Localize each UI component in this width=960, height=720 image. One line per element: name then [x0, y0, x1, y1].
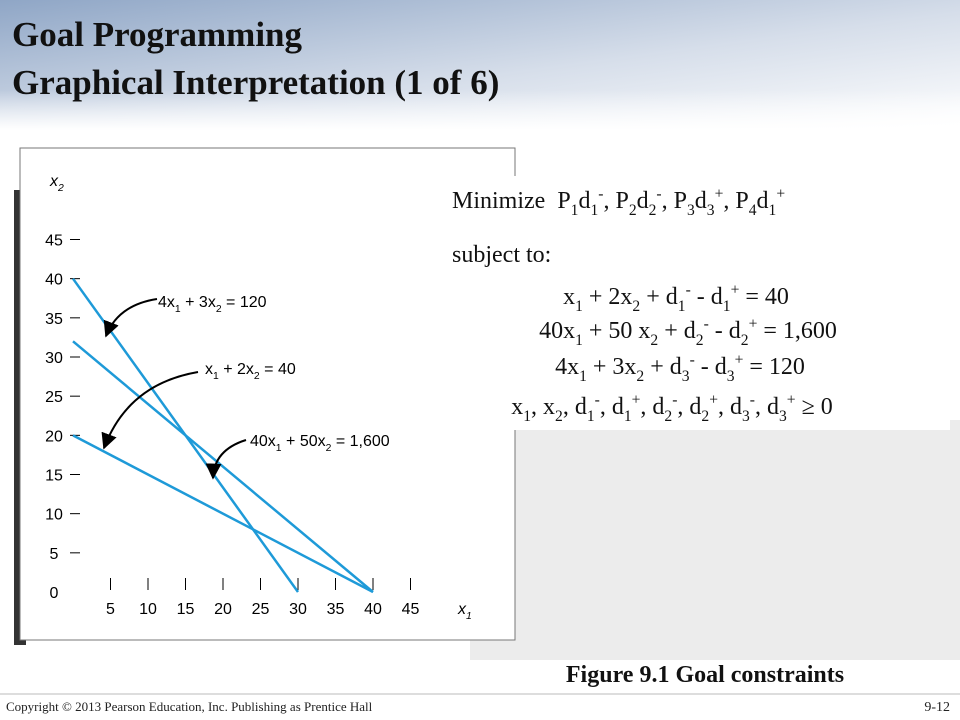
- x-axis-label: x1: [457, 601, 472, 622]
- arrow: [101, 371, 199, 450]
- page-number: 9-12: [924, 700, 950, 715]
- y-tick-label: 0: [50, 585, 59, 602]
- objective: Minimize P1d1-, P2d2-, P3d3+, P4d1+: [452, 185, 785, 219]
- y-tick-label: 15: [45, 468, 63, 485]
- x-tick-label: 35: [327, 601, 345, 618]
- arrow: [103, 298, 158, 338]
- constraint-line: [72, 340, 374, 593]
- x-tick-label: 10: [139, 601, 157, 618]
- title-line: Goal Programming: [12, 15, 303, 54]
- subject-to: subject to:: [452, 242, 551, 268]
- constraint: 40x1 + 50 x2 + d2- - d2+ = 1,600: [539, 315, 837, 349]
- formulation-box: [440, 176, 950, 430]
- line-label: 4x1 + 3x2 = 120: [158, 294, 267, 315]
- header-fade: [0, 90, 960, 130]
- y-tick-label: 5: [50, 546, 59, 563]
- constraint: 4x1 + 3x2 + d3- - d3+ = 120: [555, 351, 805, 385]
- line-label: 40x1 + 50x2 = 1,600: [250, 433, 390, 454]
- x-tick-label: 40: [364, 601, 382, 618]
- arrow: [205, 439, 247, 480]
- caption: Figure 9.1 Goal constraints: [566, 662, 844, 688]
- plot: 0 5 10 15 20 25 30 35 40 45 5 10 15 20 25 30 35 40 45 x1 x2 4…: [45, 173, 472, 622]
- title-line: Graphical Interpretation (1 of 6): [12, 63, 499, 102]
- backdrop: [470, 420, 960, 660]
- y-axis-label: x2: [49, 173, 64, 194]
- y-tick-label: 35: [45, 311, 63, 328]
- y-tick-label: 25: [45, 389, 63, 406]
- y-tick-label: 40: [45, 272, 63, 289]
- y-tick-label: 10: [45, 507, 63, 524]
- copyright: Copyright © 2013 Pearson Education, Inc.…: [6, 699, 373, 714]
- y-tick-label: 20: [45, 428, 63, 445]
- x-tick-label: 25: [252, 601, 270, 618]
- x-tick-label: 15: [177, 601, 195, 618]
- x-tick-label: 5: [106, 601, 115, 618]
- y-tick-label: 45: [45, 233, 63, 250]
- constraint-line: [72, 434, 374, 594]
- line-label: x1 + 2x2 = 40: [205, 361, 296, 382]
- y-tick-label: 30: [45, 350, 63, 367]
- x-tick-label: 20: [214, 601, 232, 618]
- x-tick-label: 45: [402, 601, 420, 618]
- x-tick-label: 30: [289, 601, 307, 618]
- constraint: x1 + 2x2 + d1- - d1+ = 40: [563, 281, 789, 315]
- constraint: x1, x2, d1-, d1+, d2-, d2+, d3-, d3+ ≥ 0: [511, 391, 833, 425]
